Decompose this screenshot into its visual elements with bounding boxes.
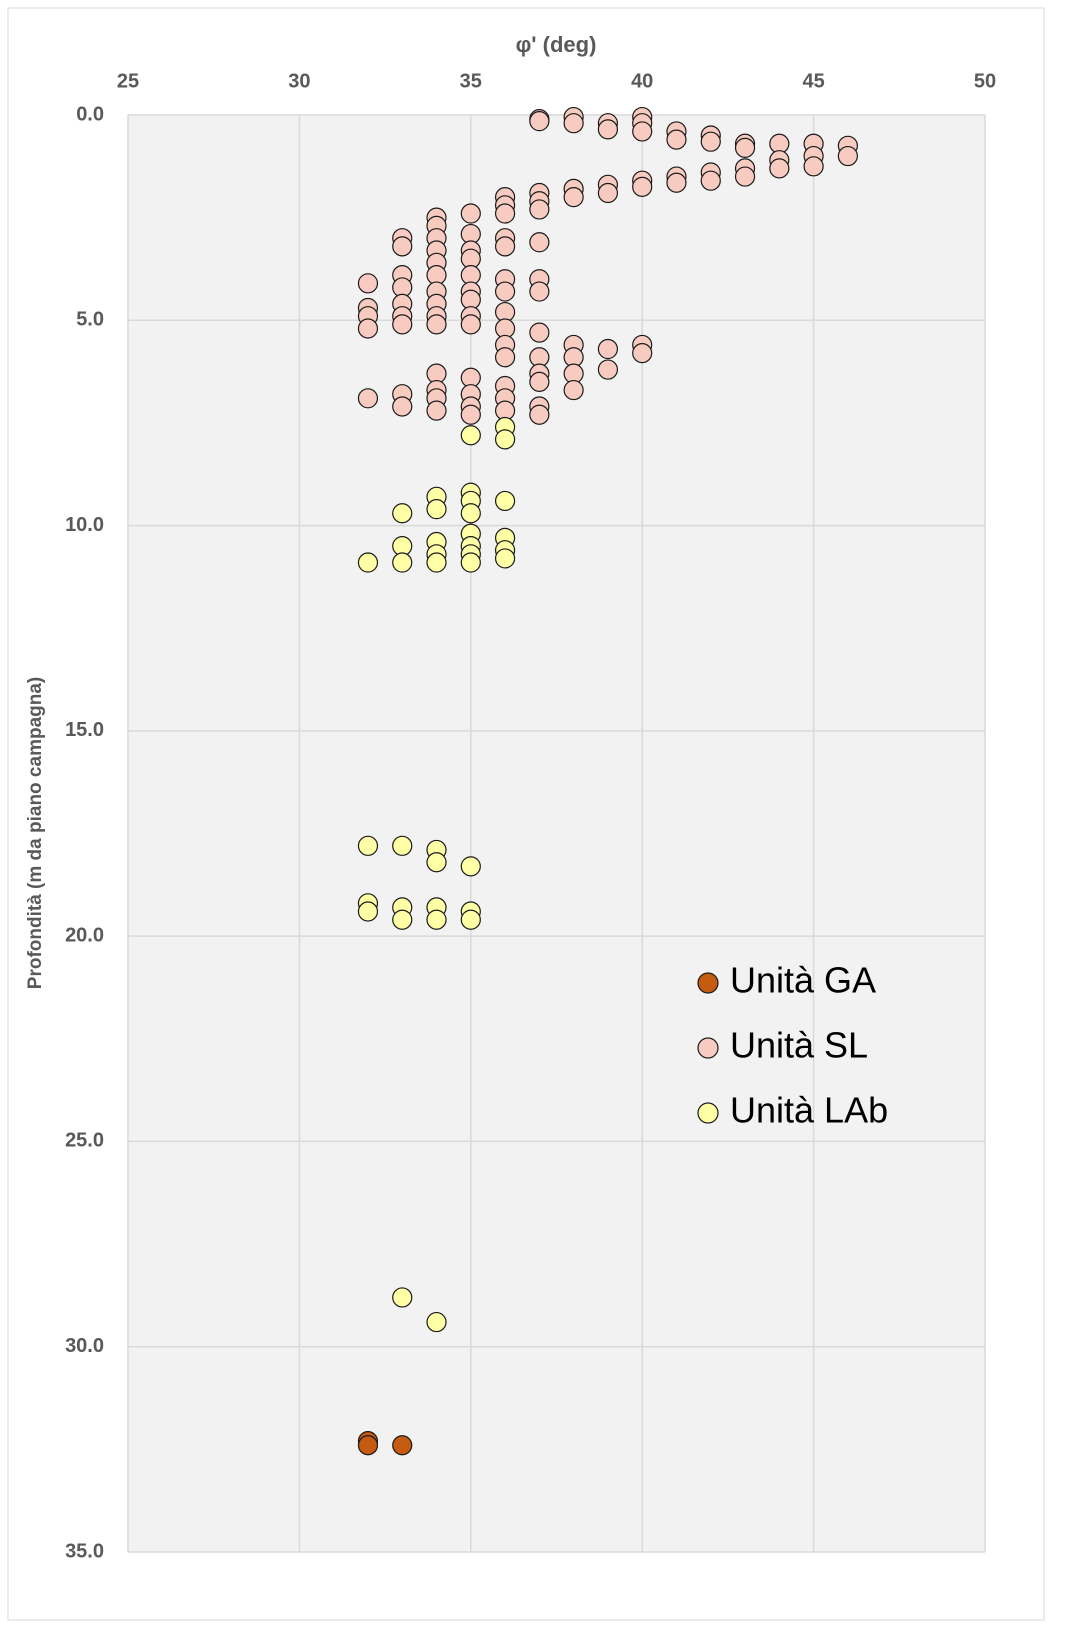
y-tick-label: 25.0 — [65, 1130, 104, 1152]
point — [494, 490, 516, 512]
point — [392, 552, 413, 573]
y-tick-label: 0.0 — [76, 103, 104, 125]
y-tick-label: 20.0 — [65, 924, 104, 946]
point — [529, 371, 550, 392]
y-tick-label: 30.0 — [65, 1335, 104, 1357]
point — [392, 396, 413, 417]
point — [700, 131, 721, 152]
point — [392, 1435, 413, 1456]
plot-area — [128, 115, 985, 1552]
x-tick-label: 45 — [802, 70, 824, 92]
legend-label: Unità SL — [730, 1025, 868, 1066]
legend-label: Unità GA — [730, 960, 876, 1001]
point — [529, 322, 550, 343]
point — [460, 425, 481, 446]
point — [460, 909, 481, 930]
legend-marker — [697, 1102, 719, 1124]
point — [563, 113, 584, 134]
point — [460, 314, 481, 335]
point — [426, 909, 447, 930]
point — [494, 203, 516, 224]
point — [734, 137, 756, 158]
point — [392, 314, 413, 335]
y-tick-label: 5.0 — [76, 309, 104, 331]
points — [357, 106, 858, 1456]
point — [460, 404, 481, 425]
x-tick-label: 35 — [460, 70, 482, 92]
point — [357, 552, 379, 573]
point — [357, 1435, 379, 1456]
point — [426, 1311, 447, 1333]
point — [734, 166, 756, 187]
point — [494, 281, 516, 302]
point — [426, 314, 447, 335]
point — [357, 388, 379, 409]
point — [494, 429, 516, 450]
legend-marker — [697, 1037, 719, 1059]
point — [666, 129, 687, 150]
point — [563, 187, 584, 208]
point — [529, 111, 550, 132]
point — [494, 236, 516, 257]
point — [769, 158, 790, 179]
point — [597, 359, 619, 380]
point — [460, 503, 481, 524]
point — [426, 400, 447, 421]
point — [357, 318, 379, 339]
point — [460, 552, 481, 573]
y-axis-title: Profondità (m da piano campagna) — [25, 677, 46, 989]
x-tick-label: 30 — [288, 70, 310, 92]
point — [392, 909, 413, 930]
legend-label: Unità LAb — [730, 1090, 888, 1131]
point — [529, 199, 550, 220]
point — [357, 273, 379, 294]
point — [666, 172, 687, 193]
point — [700, 170, 721, 191]
point — [632, 343, 653, 364]
point — [529, 404, 550, 425]
point — [563, 379, 584, 401]
point — [597, 338, 619, 360]
legend: Unità GA Unità SL Unità LAb — [697, 960, 888, 1131]
point — [357, 835, 379, 856]
point — [426, 552, 447, 573]
x-tick-label: 25 — [117, 70, 139, 92]
point — [426, 852, 447, 873]
point — [426, 499, 447, 520]
x-tick-label: 40 — [631, 70, 653, 92]
point — [632, 121, 653, 142]
point — [837, 145, 858, 167]
point — [529, 281, 550, 302]
point — [529, 232, 550, 253]
legend-marker — [697, 972, 719, 994]
point — [597, 182, 619, 204]
point — [494, 347, 516, 368]
y-tick-label: 15.0 — [65, 719, 104, 741]
point — [460, 856, 481, 877]
point — [494, 548, 516, 569]
x-tick-label: 50 — [974, 70, 996, 92]
point — [392, 835, 413, 856]
y-tick-label: 35.0 — [65, 1540, 104, 1562]
point — [632, 176, 653, 197]
point — [392, 503, 413, 524]
point — [597, 119, 619, 140]
point — [392, 236, 413, 257]
point — [357, 901, 379, 922]
point — [803, 156, 824, 177]
point — [460, 203, 481, 224]
grid — [127, 114, 986, 1553]
point — [392, 1287, 413, 1308]
y-tick-label: 10.0 — [65, 514, 104, 536]
x-axis-title: φ' (deg) — [516, 32, 597, 57]
